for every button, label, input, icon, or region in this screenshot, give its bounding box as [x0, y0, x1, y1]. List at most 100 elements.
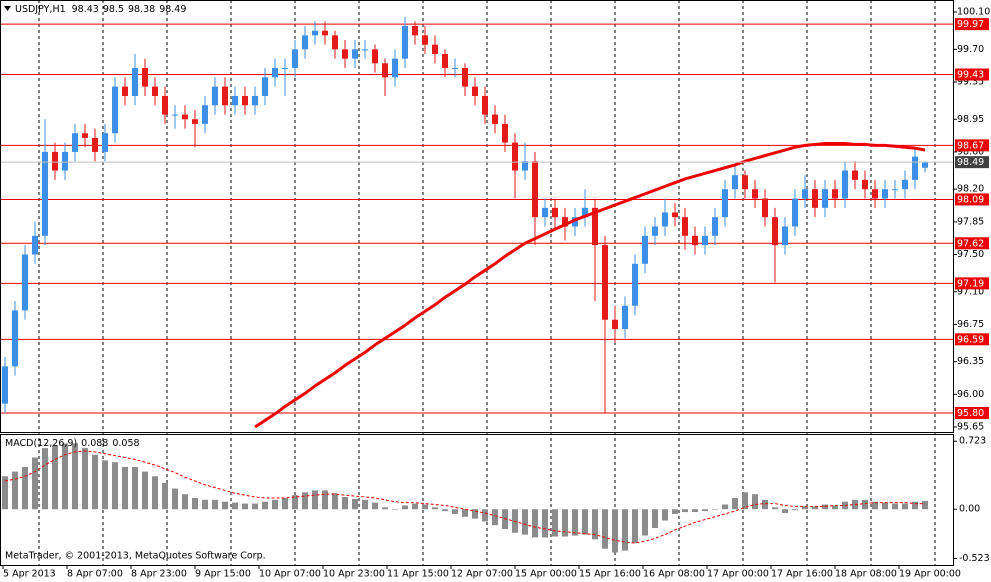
macd-bar [922, 500, 928, 510]
candle-body [242, 95, 248, 106]
macd-bar [292, 495, 298, 510]
candle-body [582, 207, 588, 218]
candle-body [272, 67, 278, 78]
candle-body [202, 105, 208, 124]
macd-bar [12, 471, 18, 510]
macd-bar [742, 492, 748, 510]
macd-bar [592, 509, 598, 540]
candle-body [22, 254, 28, 311]
x-tick-label: 10 Apr 07:00 [259, 569, 321, 580]
candle-body [542, 207, 548, 218]
level-box [955, 18, 989, 31]
macd-bar [422, 504, 428, 510]
macd-bar [62, 443, 68, 510]
candle-body [702, 235, 708, 246]
macd-bar [102, 460, 108, 510]
macd-bar [542, 509, 548, 538]
y-tick-label: 96.35 [957, 356, 984, 367]
candle-body [172, 114, 178, 116]
candle-body [262, 77, 268, 96]
chart-header: USDJPY,H1 98.43 98.5 98.38 98.49 [15, 4, 186, 15]
candle-body [372, 49, 378, 64]
x-tick-label: 5 Apr 2013 [3, 569, 56, 580]
macd-bar [382, 507, 388, 510]
candle-body [622, 305, 628, 330]
menu-arrow[interactable] [4, 6, 11, 11]
candle-body [12, 310, 18, 367]
candle-body [492, 114, 498, 124]
candle-body [72, 133, 78, 152]
candle-body [152, 86, 158, 96]
macd-tick-label: 0.00 [959, 504, 980, 515]
macd-bar [632, 509, 638, 544]
macd-bar [872, 501, 878, 510]
x-tick-label: 17 Apr 16:00 [771, 569, 833, 580]
price-panel [1, 16, 953, 429]
macd-bar [532, 509, 538, 538]
candle-body [252, 95, 258, 106]
candle-body [572, 217, 578, 227]
macd-bar [442, 509, 448, 512]
x-tick-label: 19 Apr 00:00 [899, 569, 961, 580]
macd-bar [602, 509, 608, 549]
candle-body [672, 212, 678, 218]
y-tick-label: 97.50 [957, 249, 984, 260]
macd-bar [472, 509, 478, 519]
candle-body [682, 217, 688, 236]
macd-signal [4, 450, 926, 544]
macd-bar [172, 488, 178, 510]
macd-bar [182, 494, 188, 510]
macd-bar [662, 509, 668, 521]
macd-bar [342, 497, 348, 510]
macd-bar [802, 506, 808, 510]
macd-bar [432, 507, 438, 510]
candle-body [322, 30, 328, 36]
macd-bar [612, 509, 618, 553]
candle-body [872, 189, 878, 199]
candle-body [842, 170, 848, 199]
macd-bar [792, 509, 798, 511]
candle-body [192, 119, 198, 124]
candle-body [112, 86, 118, 134]
candle-body [102, 133, 108, 152]
macd-bar [22, 466, 28, 510]
macd-bar [162, 482, 168, 510]
x-tick-label: 10 Apr 23:00 [323, 569, 385, 580]
macd-bar [652, 509, 658, 529]
level-box [955, 237, 989, 250]
candle-body [282, 67, 288, 69]
macd-bar [492, 509, 498, 526]
y-tick-label: 95.65 [957, 421, 984, 432]
macd-bar [642, 509, 648, 536]
macd-bar [232, 502, 238, 510]
x-tick-label: 8 Apr 07:00 [67, 569, 123, 580]
candle-body [392, 58, 398, 78]
candle-body [462, 67, 468, 87]
macd-bar [362, 499, 368, 510]
high-value: 98.5 [103, 4, 124, 15]
y-tick-label: 98.20 [957, 184, 984, 195]
candle-body [432, 44, 438, 54]
candle-body [512, 142, 518, 171]
macd-bar [92, 454, 98, 510]
bid-label: 98.49 [957, 157, 984, 168]
level-box [955, 139, 989, 152]
macd-bar [282, 497, 288, 510]
macd-bar [732, 497, 738, 510]
candle-body [352, 49, 358, 59]
macd-bar [772, 507, 778, 510]
macd-bar [862, 499, 868, 510]
candle-body [732, 175, 738, 190]
candle-body [712, 217, 718, 236]
macd-bar [202, 499, 208, 510]
macd-bar [832, 505, 838, 510]
candle-body [422, 35, 428, 45]
level-label: 99.43 [957, 70, 984, 81]
y-tick-label: 98.60 [957, 146, 984, 157]
macd-tick-label: -0.523 [959, 553, 990, 564]
macd-bar [902, 503, 908, 510]
candle-body [502, 123, 508, 143]
macd-bar [312, 490, 318, 510]
candle-body [312, 30, 318, 36]
candle-body [62, 151, 68, 171]
